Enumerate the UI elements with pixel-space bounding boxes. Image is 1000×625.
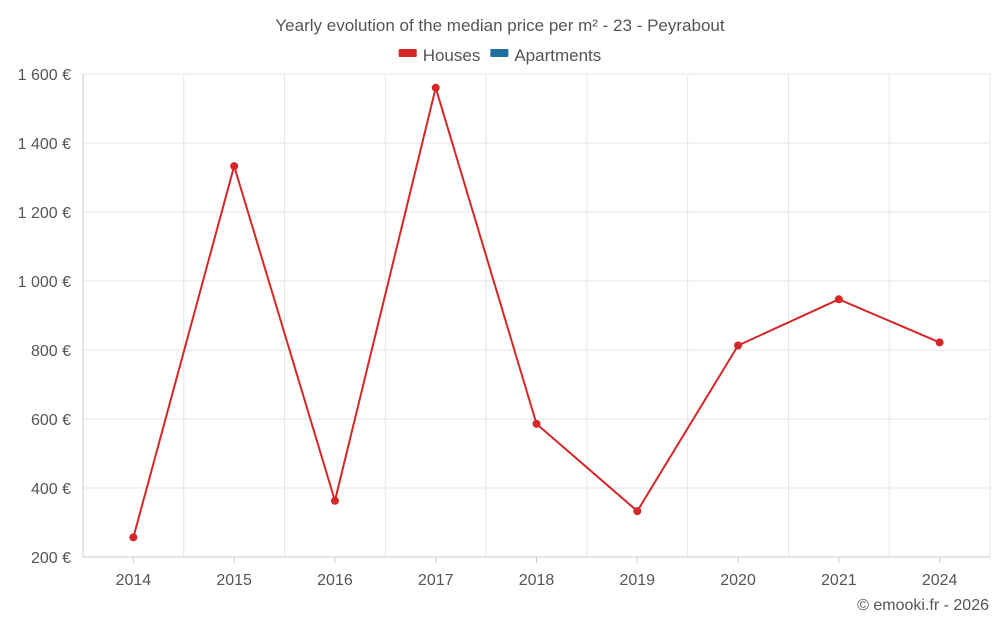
data-point-houses-2015[interactable]: [230, 162, 239, 171]
y-tick-label: 600 €: [31, 412, 71, 429]
x-tick-label: 2017: [418, 572, 454, 589]
data-point-houses-2018[interactable]: [532, 419, 541, 428]
legend-swatch-houses: [398, 49, 417, 57]
x-tick-label: 2024: [922, 572, 958, 589]
grid: [82, 73, 991, 558]
series-group: [129, 83, 944, 542]
y-tick-label: 400 €: [31, 481, 71, 498]
legend: Houses Apartments: [398, 46, 601, 65]
x-tick-label: 2020: [720, 572, 756, 589]
legend-label-apartments: Apartments: [514, 46, 601, 65]
x-tick-label: 2015: [216, 572, 252, 589]
x-tick-label: 2016: [317, 572, 353, 589]
legend-swatch-apartments: [490, 49, 509, 57]
x-tick-label: 2014: [116, 572, 152, 589]
legend-item-apartments[interactable]: Apartments: [490, 46, 601, 65]
y-tick-label: 1 200 €: [18, 205, 71, 222]
x-tick-label: 2021: [821, 572, 857, 589]
y-tick-label: 1 400 €: [18, 136, 71, 153]
data-point-houses-2014[interactable]: [129, 533, 138, 542]
credit-text: © emooki.fr - 2026: [857, 597, 989, 614]
y-axis: 200 € 400 € 600 € 800 € 1 000 € 1 200 € 1 400 …: [18, 67, 84, 567]
y-tick-label: 1 600 €: [18, 67, 71, 84]
x-axis: 2014 2015 2016 2017 2018 2019 2020 2021 2024: [83, 556, 990, 589]
y-tick-label: 200 €: [31, 550, 71, 567]
data-point-houses-2024[interactable]: [935, 338, 944, 347]
x-tick-label: 2018: [519, 572, 555, 589]
data-point-houses-2019[interactable]: [633, 507, 642, 516]
data-point-houses-2021[interactable]: [834, 295, 843, 304]
legend-item-houses[interactable]: Houses: [398, 46, 481, 65]
x-tick-label: 2019: [619, 572, 655, 589]
chart-title: Yearly evolution of the median price per…: [275, 16, 724, 35]
data-point-houses-2016[interactable]: [330, 496, 339, 505]
data-point-houses-2017[interactable]: [431, 83, 440, 92]
legend-label-houses: Houses: [423, 46, 481, 65]
data-point-houses-2020[interactable]: [734, 341, 743, 350]
series-line-houses: [132, 86, 941, 538]
y-tick-label: 800 €: [31, 343, 71, 360]
y-tick-label: 1 000 €: [18, 274, 71, 291]
